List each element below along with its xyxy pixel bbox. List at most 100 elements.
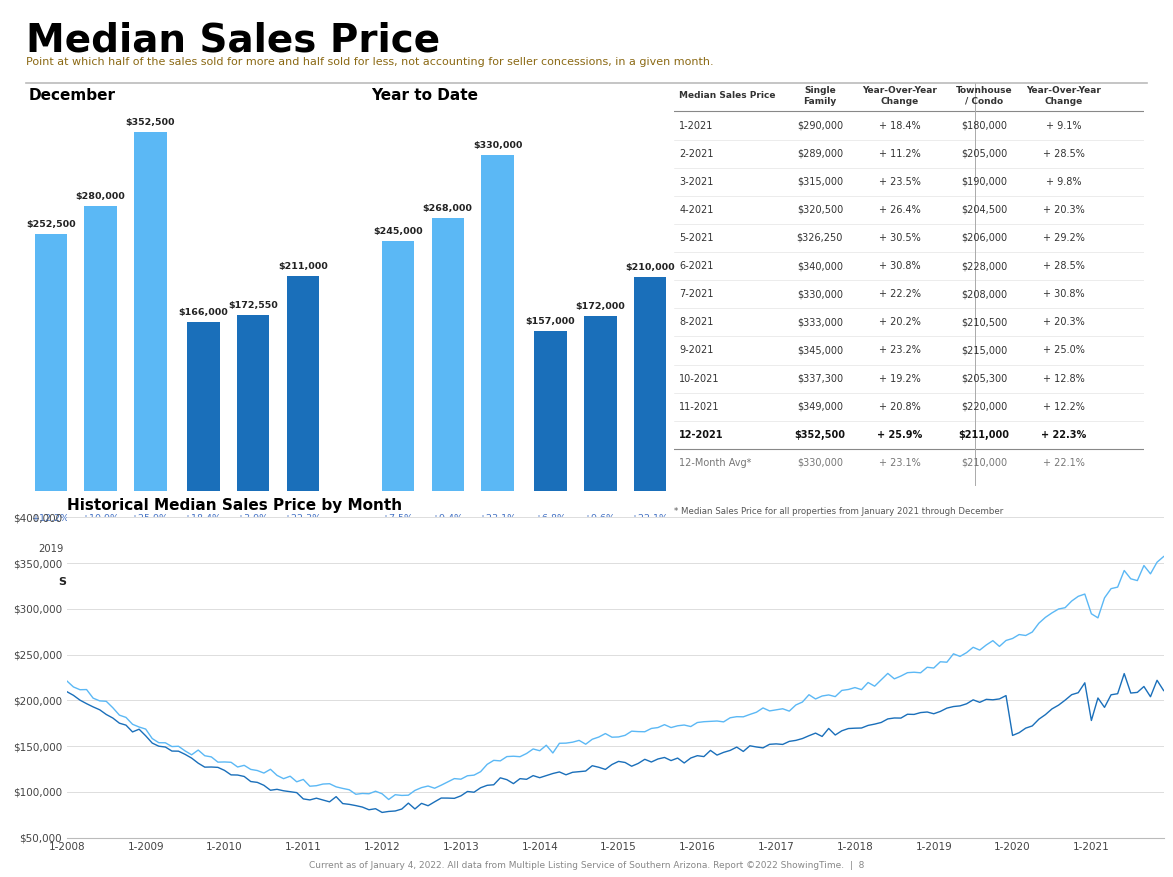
- Text: + 23.1%: + 23.1%: [879, 458, 921, 468]
- Text: +9.4%: +9.4%: [432, 514, 463, 523]
- Text: $315,000: $315,000: [796, 177, 843, 187]
- Text: 4-2021: 4-2021: [679, 205, 713, 215]
- Text: 5-2021: 5-2021: [679, 233, 713, 243]
- Text: +22.3%: +22.3%: [284, 514, 323, 523]
- Text: + 25.9%: + 25.9%: [877, 430, 922, 440]
- Text: 2020: 2020: [588, 544, 613, 554]
- Text: 2-2021: 2-2021: [679, 148, 713, 159]
- Text: 12-Month Avg*: 12-Month Avg*: [679, 458, 752, 468]
- Text: $172,000: $172,000: [576, 302, 625, 310]
- Text: 1-2021: 1-2021: [679, 120, 713, 131]
- Text: Historical Median Sales Price by Month: Historical Median Sales Price by Month: [67, 498, 402, 513]
- Text: 8-2021: 8-2021: [679, 317, 713, 327]
- Text: $352,500: $352,500: [126, 118, 175, 127]
- Text: + 18.4%: + 18.4%: [879, 120, 921, 131]
- Text: $326,250: $326,250: [796, 233, 843, 243]
- Text: $337,300: $337,300: [796, 374, 843, 383]
- Text: 3-2021: 3-2021: [679, 177, 713, 187]
- Text: $320,500: $320,500: [796, 205, 843, 215]
- Text: Median Sales Price: Median Sales Price: [679, 91, 775, 101]
- Text: $280,000: $280,000: [76, 192, 126, 201]
- Text: $166,000: $166,000: [178, 308, 229, 317]
- Text: $157,000: $157,000: [526, 317, 576, 326]
- Text: 2019: 2019: [385, 544, 411, 554]
- Text: $205,000: $205,000: [961, 148, 1008, 159]
- Text: 2021: 2021: [484, 544, 510, 554]
- Text: + 20.3%: + 20.3%: [1043, 317, 1085, 327]
- Text: $268,000: $268,000: [422, 204, 473, 213]
- Text: $206,000: $206,000: [961, 233, 1008, 243]
- Text: $330,000: $330,000: [796, 458, 843, 468]
- Text: $345,000: $345,000: [796, 346, 843, 355]
- Text: $210,000: $210,000: [961, 458, 1008, 468]
- Text: Current as of January 4, 2022. All data from Multiple Listing Service of Souther: Current as of January 4, 2022. All data …: [308, 861, 865, 870]
- Text: $252,500: $252,500: [26, 220, 75, 229]
- Text: * Median Sales Price for all properties from January 2021 through December
2021.: * Median Sales Price for all properties …: [674, 508, 1004, 528]
- Text: 2019: 2019: [191, 544, 216, 554]
- Text: 12-2021: 12-2021: [679, 430, 724, 440]
- Text: $340,000: $340,000: [796, 261, 843, 271]
- Bar: [34, 233, 67, 491]
- Legend: Single Family, Townhouse/Condo: Single Family, Townhouse/Condo: [888, 521, 1139, 539]
- Text: +7.5%: +7.5%: [382, 514, 414, 523]
- Text: + 22.1%: + 22.1%: [1043, 458, 1085, 468]
- Text: $210,000: $210,000: [625, 263, 676, 272]
- Text: 2020: 2020: [240, 544, 266, 554]
- Bar: [535, 331, 567, 491]
- Text: + 29.2%: + 29.2%: [1043, 233, 1085, 243]
- Text: + 22.3%: + 22.3%: [1042, 430, 1086, 440]
- Text: $205,300: $205,300: [961, 374, 1008, 383]
- Bar: [237, 315, 270, 491]
- Text: Year-Over-Year
Change: Year-Over-Year Change: [862, 86, 937, 105]
- Bar: [481, 154, 514, 491]
- Text: 2020: 2020: [88, 544, 113, 554]
- Text: $220,000: $220,000: [961, 402, 1008, 411]
- Bar: [134, 132, 167, 491]
- Text: + 20.2%: + 20.2%: [879, 317, 921, 327]
- Text: $228,000: $228,000: [961, 261, 1008, 271]
- Text: $349,000: $349,000: [796, 402, 843, 411]
- Text: +6.8%: +6.8%: [535, 514, 567, 523]
- Text: +25.9%: +25.9%: [131, 514, 169, 523]
- Text: Single Family: Single Family: [59, 577, 142, 587]
- Bar: [432, 217, 465, 491]
- Text: Point at which half of the sales sold for more and half sold for less, not accou: Point at which half of the sales sold fo…: [26, 57, 713, 67]
- Text: $333,000: $333,000: [796, 317, 843, 327]
- Text: + 12.2%: + 12.2%: [1043, 402, 1085, 411]
- Text: $211,000: $211,000: [958, 430, 1010, 440]
- Text: Townhouse/Condo: Townhouse/Condo: [544, 577, 657, 587]
- Text: $208,000: $208,000: [961, 289, 1008, 299]
- Bar: [584, 316, 617, 491]
- Text: 9-2021: 9-2021: [679, 346, 713, 355]
- Text: + 23.5%: + 23.5%: [879, 177, 921, 187]
- Text: + 30.8%: + 30.8%: [879, 261, 921, 271]
- Text: Townhouse/Condo: Townhouse/Condo: [197, 577, 310, 587]
- Text: +18.4%: +18.4%: [184, 514, 223, 523]
- Text: + 9.1%: + 9.1%: [1046, 120, 1082, 131]
- Text: $330,000: $330,000: [473, 141, 522, 150]
- Text: $290,000: $290,000: [796, 120, 843, 131]
- Text: + 28.5%: + 28.5%: [1043, 148, 1085, 159]
- Text: $289,000: $289,000: [796, 148, 843, 159]
- Text: $180,000: $180,000: [961, 120, 1008, 131]
- Text: + 23.2%: + 23.2%: [879, 346, 921, 355]
- Text: $190,000: $190,000: [961, 177, 1008, 187]
- Text: $245,000: $245,000: [373, 227, 422, 237]
- Text: + 25.0%: + 25.0%: [1043, 346, 1085, 355]
- Bar: [188, 322, 219, 491]
- Text: $210,500: $210,500: [961, 317, 1008, 327]
- Text: Year to Date: Year to Date: [371, 88, 477, 103]
- Text: + 9.8%: + 9.8%: [1046, 177, 1082, 187]
- Text: $215,000: $215,000: [961, 346, 1008, 355]
- Text: + 30.8%: + 30.8%: [1043, 289, 1085, 299]
- Text: 2019: 2019: [538, 544, 563, 554]
- Text: +23.1%: +23.1%: [479, 514, 516, 523]
- Text: 2019: 2019: [38, 544, 63, 554]
- Text: + 19.2%: + 19.2%: [879, 374, 921, 383]
- Text: 2021: 2021: [137, 544, 163, 554]
- Text: 2021: 2021: [291, 544, 316, 554]
- Text: + 11.2%: + 11.2%: [879, 148, 921, 159]
- Text: + 12.8%: + 12.8%: [1043, 374, 1085, 383]
- Text: 2020: 2020: [435, 544, 460, 554]
- Text: 11-2021: 11-2021: [679, 402, 720, 411]
